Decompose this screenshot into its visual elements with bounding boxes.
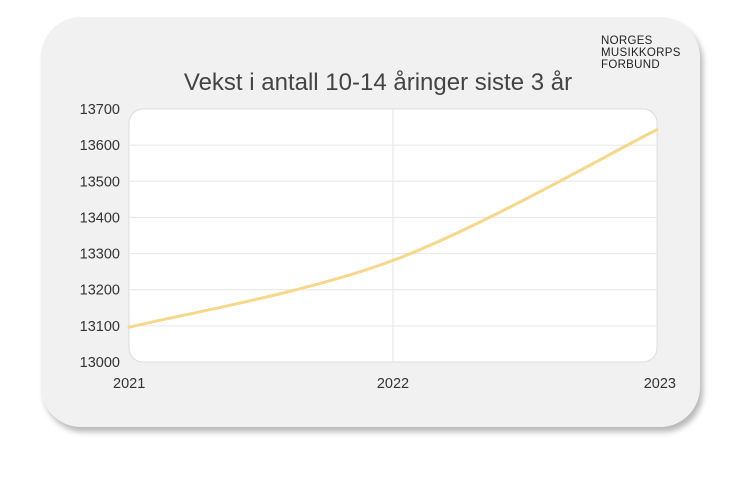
x-tick-label-2: 2023 bbox=[644, 376, 676, 392]
logo-line-1: NORGES bbox=[601, 35, 653, 47]
logo-line-2: MUSIKKORPS bbox=[601, 47, 681, 59]
brand-logo: NORGES MUSIKKORPS FORBUND bbox=[601, 35, 681, 71]
series-line bbox=[127, 128, 659, 329]
x-tick-label-0: 2021 bbox=[113, 376, 145, 392]
y-tick-label-7: 13700 bbox=[80, 102, 120, 118]
logo-line-3: FORBUND bbox=[601, 59, 660, 71]
y-tick-label-0: 13000 bbox=[80, 355, 120, 371]
chart-title: Vekst i antall 10-14 åringer siste 3 år bbox=[183, 69, 573, 96]
y-tick-label-4: 13400 bbox=[80, 210, 120, 226]
y-tick-label-1: 13100 bbox=[80, 319, 120, 335]
y-tick-label-2: 13200 bbox=[80, 283, 120, 299]
y-tick-label-6: 13600 bbox=[80, 138, 120, 154]
y-tick-label-3: 13300 bbox=[80, 247, 120, 263]
x-tick-label-1: 2022 bbox=[377, 376, 409, 392]
y-tick-label-5: 13500 bbox=[80, 174, 120, 190]
